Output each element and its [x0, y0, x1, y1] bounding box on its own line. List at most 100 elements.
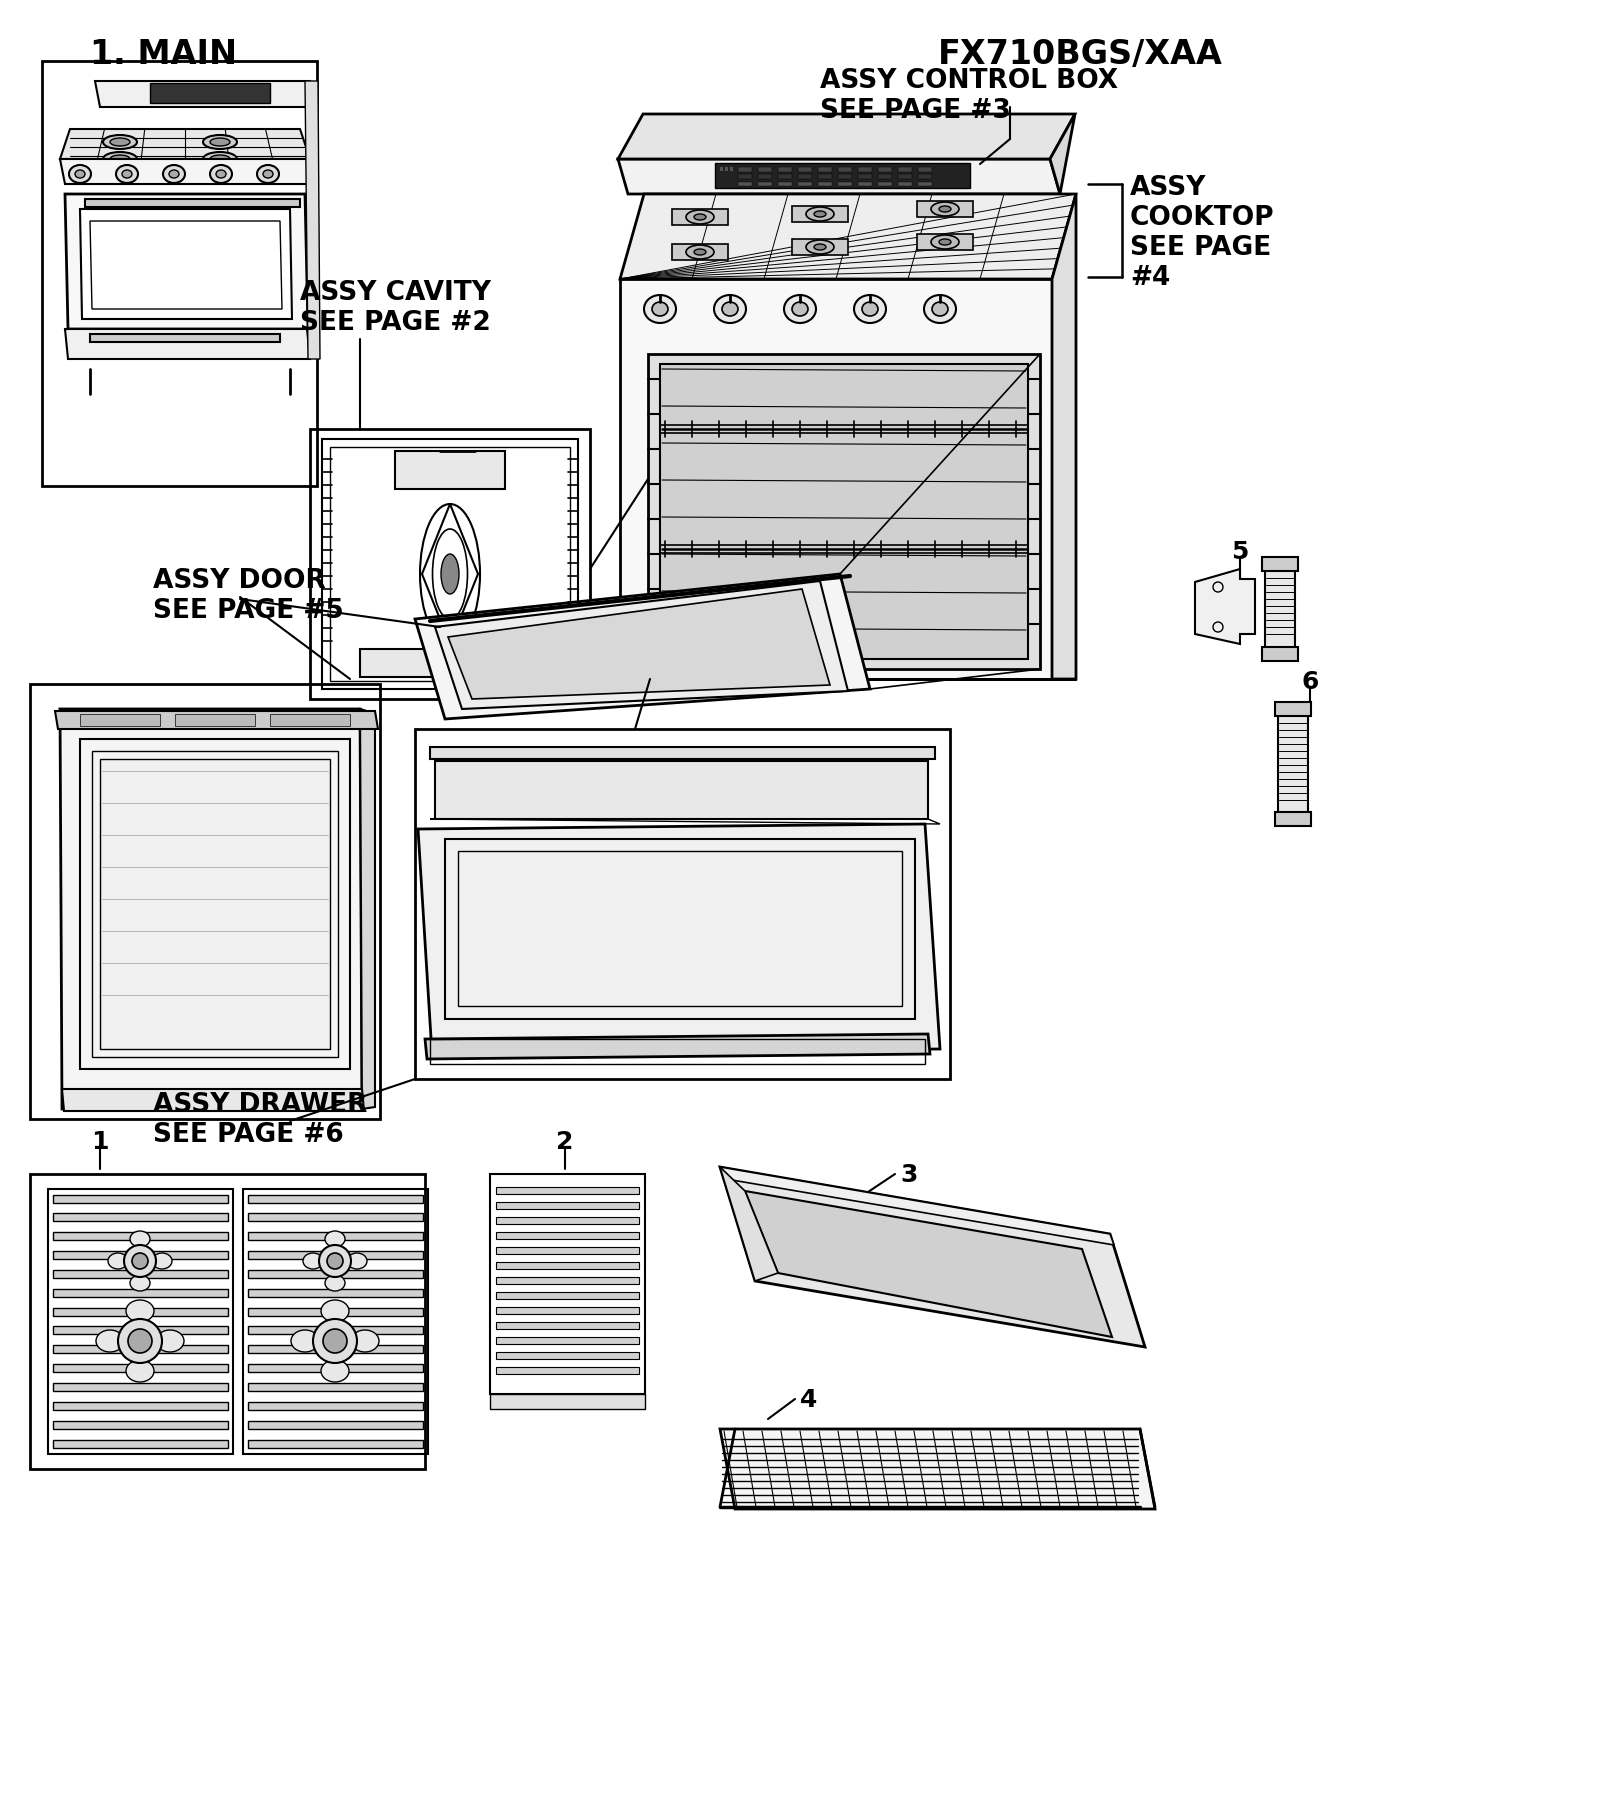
Ellipse shape — [122, 172, 131, 179]
Text: 1: 1 — [91, 1129, 109, 1153]
Bar — [798, 175, 813, 181]
Bar — [42, 61, 317, 486]
Polygon shape — [621, 195, 1075, 280]
Bar — [858, 175, 872, 181]
Text: ASSY DRAWER
SEE PAGE #6: ASSY DRAWER SEE PAGE #6 — [154, 1091, 368, 1147]
Ellipse shape — [102, 136, 138, 150]
Bar — [758, 175, 771, 181]
Bar — [778, 168, 792, 173]
Polygon shape — [54, 712, 378, 730]
Bar — [53, 1270, 229, 1278]
Bar — [80, 714, 160, 726]
Bar — [490, 1175, 645, 1395]
Ellipse shape — [96, 1330, 125, 1352]
Bar — [496, 1278, 638, 1285]
Bar — [918, 183, 931, 186]
Polygon shape — [430, 748, 934, 759]
Bar — [53, 1402, 229, 1409]
Ellipse shape — [203, 136, 237, 150]
Polygon shape — [648, 354, 1040, 670]
Bar — [248, 1270, 422, 1278]
Bar — [496, 1187, 638, 1194]
Bar — [414, 730, 950, 1079]
Bar — [53, 1288, 229, 1297]
Ellipse shape — [210, 155, 230, 164]
Bar — [496, 1263, 638, 1269]
Bar — [48, 1189, 234, 1455]
Bar — [758, 183, 771, 186]
Polygon shape — [62, 1090, 365, 1111]
Polygon shape — [80, 210, 291, 320]
Ellipse shape — [302, 1254, 323, 1269]
Bar — [53, 1196, 229, 1203]
Ellipse shape — [792, 304, 808, 316]
Polygon shape — [672, 210, 728, 226]
Bar — [738, 183, 752, 186]
Ellipse shape — [814, 246, 826, 251]
Bar — [458, 851, 902, 1006]
Ellipse shape — [210, 166, 232, 184]
Bar — [248, 1250, 422, 1259]
Ellipse shape — [75, 172, 85, 179]
Bar — [798, 168, 813, 173]
Polygon shape — [720, 1167, 778, 1281]
Bar — [53, 1382, 229, 1391]
Bar — [738, 175, 752, 181]
Ellipse shape — [69, 166, 91, 184]
Bar — [174, 714, 254, 726]
Bar — [878, 168, 893, 173]
Bar — [496, 1323, 638, 1330]
Polygon shape — [61, 130, 310, 159]
Ellipse shape — [130, 1276, 150, 1292]
Bar — [496, 1218, 638, 1225]
Bar — [445, 840, 915, 1019]
Bar — [248, 1402, 422, 1409]
Ellipse shape — [258, 166, 278, 184]
Ellipse shape — [110, 155, 130, 164]
Polygon shape — [306, 81, 320, 360]
Bar — [248, 1440, 422, 1447]
Bar — [1262, 558, 1298, 571]
Bar — [430, 1039, 925, 1064]
Ellipse shape — [325, 1276, 346, 1292]
Text: 5: 5 — [1232, 540, 1248, 564]
Polygon shape — [360, 710, 374, 1109]
Bar — [53, 1422, 229, 1429]
Bar — [248, 1212, 422, 1222]
Bar — [310, 430, 590, 699]
Ellipse shape — [110, 139, 130, 146]
Ellipse shape — [203, 154, 237, 166]
Ellipse shape — [126, 1301, 154, 1323]
Ellipse shape — [643, 296, 675, 323]
Circle shape — [440, 654, 461, 674]
Bar — [248, 1364, 422, 1372]
Bar — [720, 168, 723, 172]
Ellipse shape — [130, 1231, 150, 1247]
Bar — [818, 183, 832, 186]
Bar — [858, 183, 872, 186]
Bar — [30, 1175, 426, 1469]
Polygon shape — [426, 1034, 930, 1059]
Ellipse shape — [686, 246, 714, 260]
Polygon shape — [66, 195, 307, 331]
Bar — [898, 168, 912, 173]
Circle shape — [314, 1319, 357, 1362]
Bar — [715, 164, 970, 190]
Ellipse shape — [854, 296, 886, 323]
Ellipse shape — [722, 304, 738, 316]
Bar — [1275, 703, 1310, 717]
Bar — [878, 183, 893, 186]
Bar — [53, 1364, 229, 1372]
Polygon shape — [720, 1167, 1146, 1348]
Circle shape — [131, 1254, 147, 1269]
Ellipse shape — [442, 555, 459, 595]
Ellipse shape — [347, 1254, 366, 1269]
Bar — [248, 1308, 422, 1315]
Ellipse shape — [163, 166, 186, 184]
Polygon shape — [746, 1191, 1112, 1337]
Bar — [838, 175, 851, 181]
Bar — [248, 1344, 422, 1353]
Bar — [1275, 813, 1310, 826]
Text: 1. MAIN: 1. MAIN — [90, 38, 237, 70]
Bar — [248, 1232, 422, 1240]
